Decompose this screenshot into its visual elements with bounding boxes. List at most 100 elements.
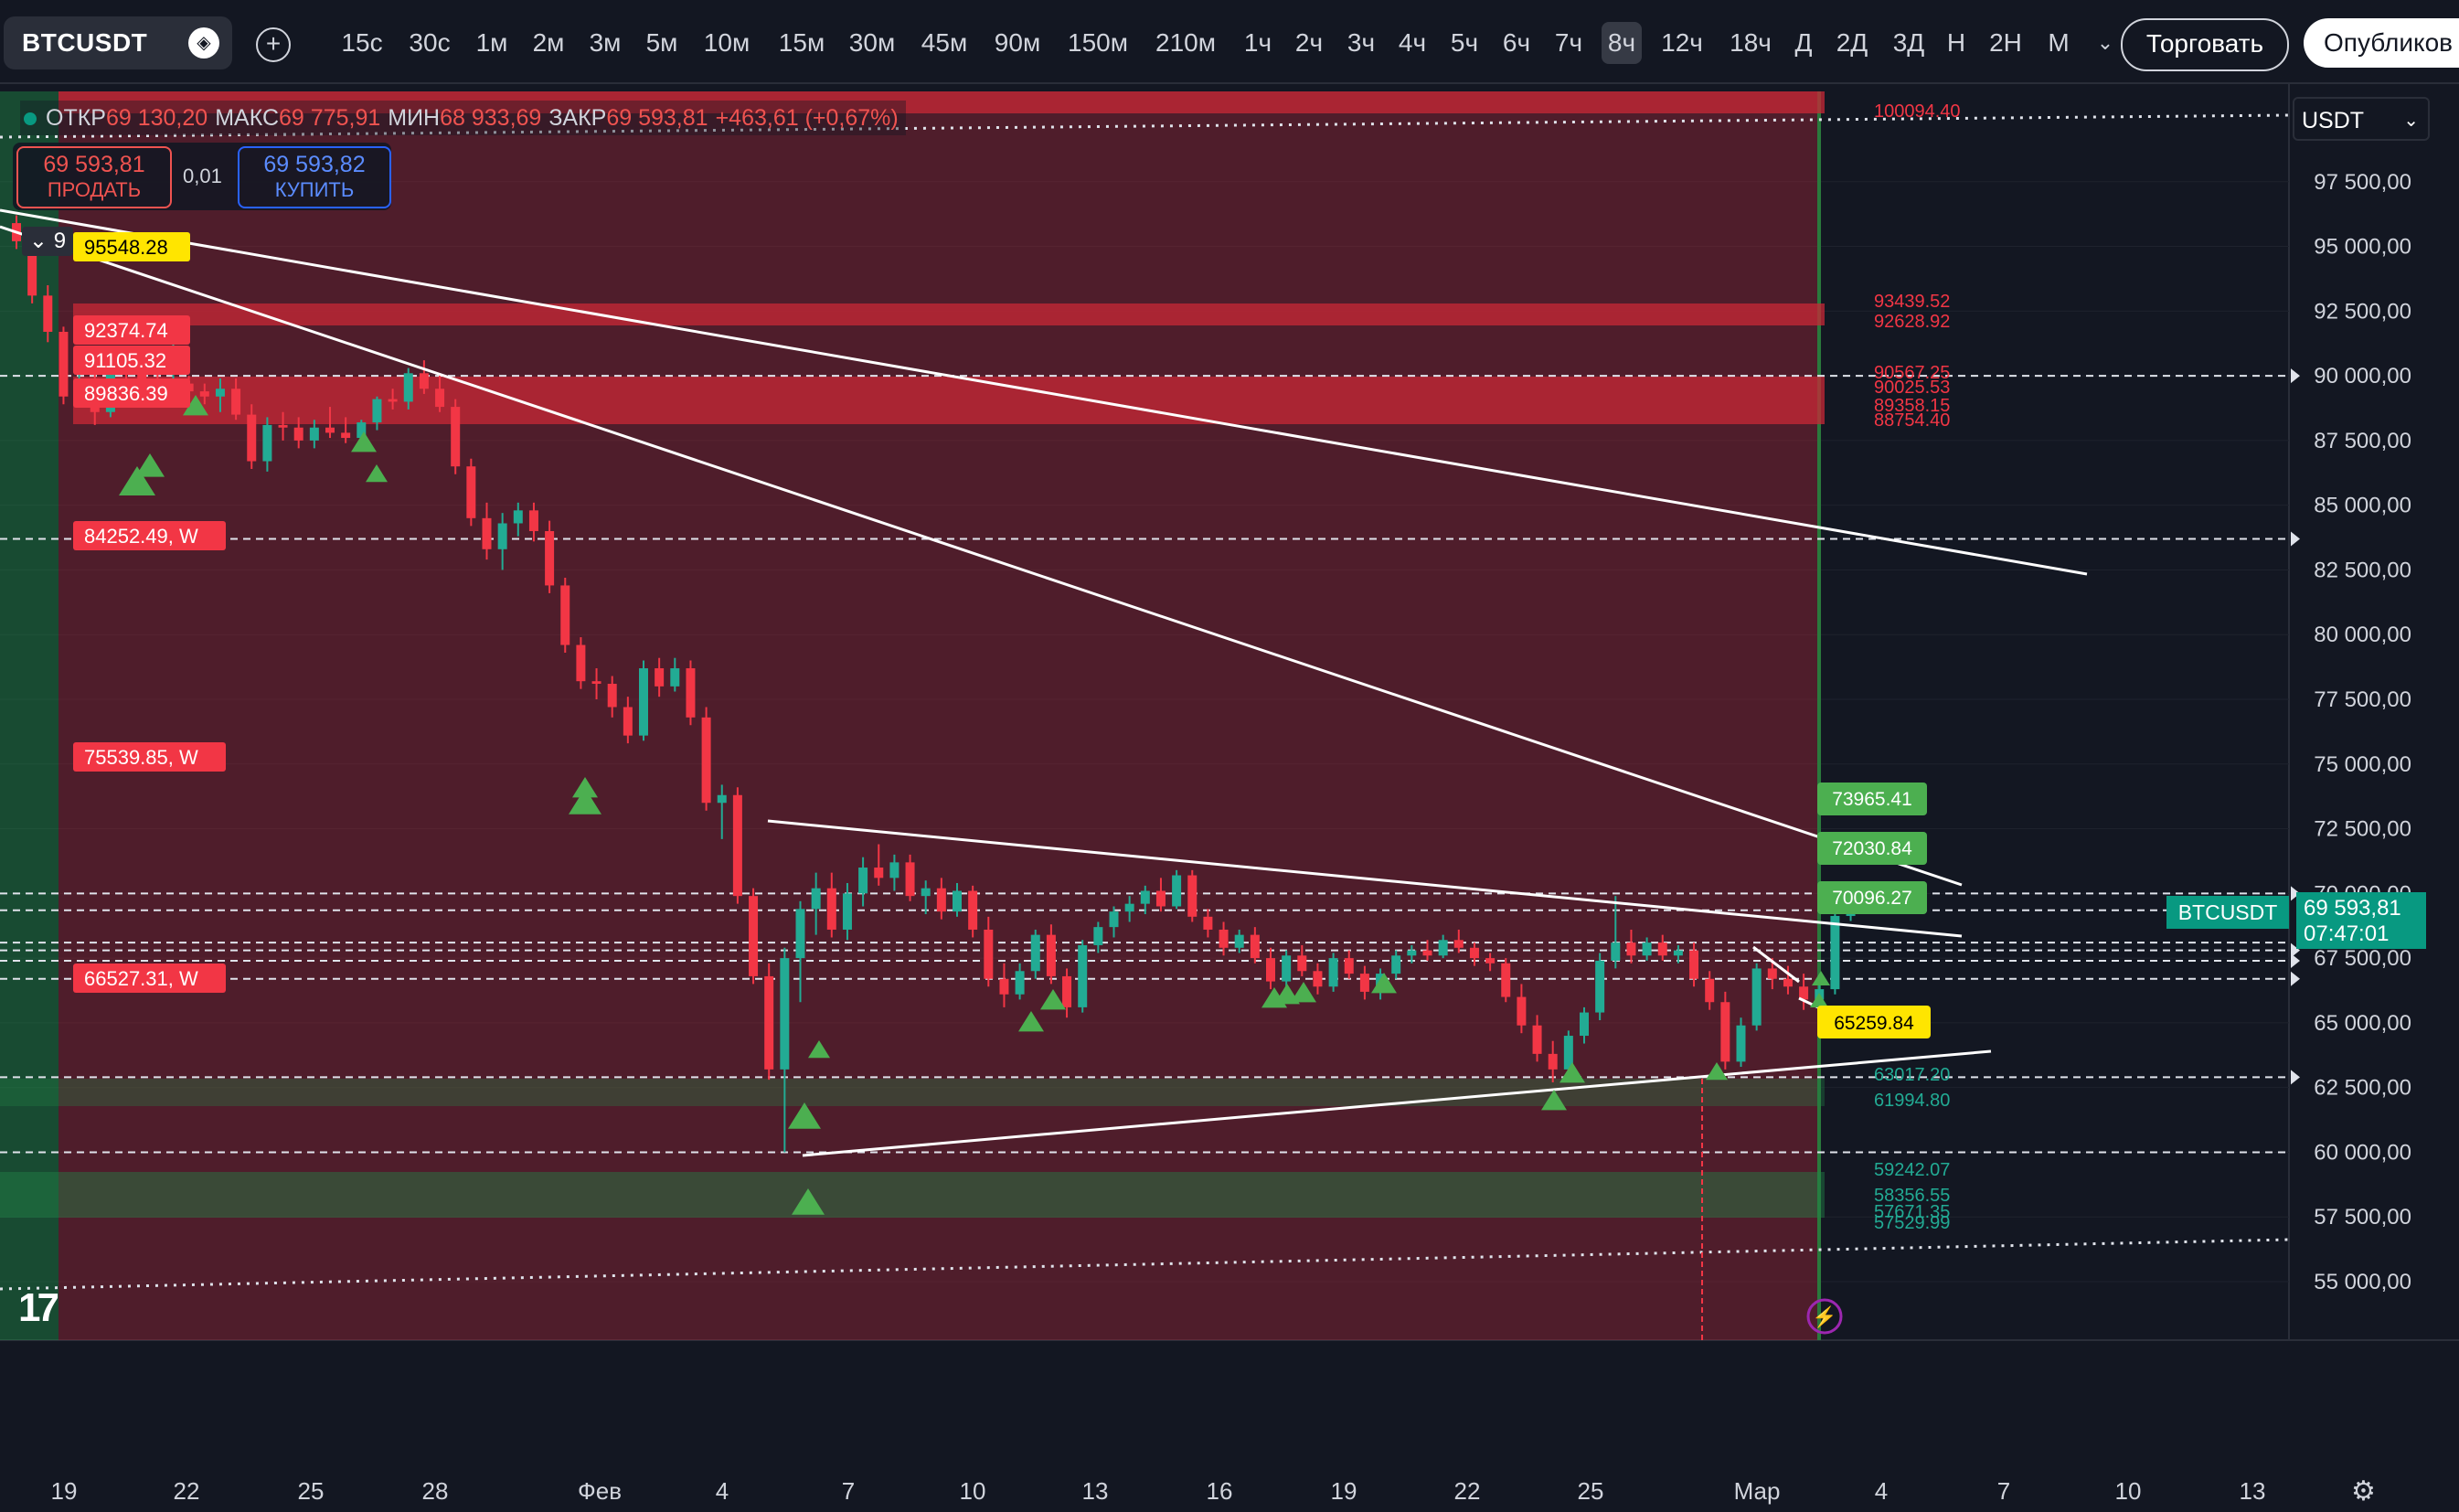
timeframe-button[interactable]: 15м [778,28,825,57]
candle-body[interactable] [811,888,821,910]
timeframe-button[interactable]: 30с [409,28,451,57]
candle-body[interactable] [686,668,696,718]
timeframe-button[interactable]: 15с [341,28,383,57]
candle-body[interactable] [1673,950,1683,956]
candle-body[interactable] [466,466,476,518]
candle-body[interactable] [388,399,398,402]
candle-body[interactable] [921,888,931,897]
candle-body[interactable] [1751,968,1762,1026]
publish-button[interactable]: Опубликов [2304,18,2459,68]
candle-body[interactable] [1642,942,1652,956]
timeframe-button[interactable]: 2м [532,28,565,57]
candle-body[interactable] [1657,942,1667,956]
settings-gear-icon[interactable]: ⚙ [2351,1476,2376,1507]
candle-body[interactable] [1046,934,1056,976]
candle-body[interactable] [591,681,601,685]
candle-body[interactable] [1030,934,1040,972]
candle-body[interactable] [1328,958,1338,987]
candle-body[interactable] [826,888,836,930]
candle-body[interactable] [639,668,648,736]
candle-body[interactable] [1705,978,1715,1003]
timeframe-button[interactable]: 3м [589,28,622,57]
candle-body[interactable] [419,373,429,389]
chart-canvas[interactable]: 95548.28 92374.74 91105.32 89836.39 84252.49… [0,84,2459,1512]
compare-add-icon[interactable]: + [256,27,291,62]
level-marker-icon[interactable] [2291,942,2300,958]
timeframe-button[interactable]: 2Д [1836,28,1868,57]
candle-body[interactable] [1422,950,1432,956]
candle-body[interactable] [842,893,852,930]
sell-button[interactable]: 69 593,81 ПРОДАТЬ [16,146,172,208]
candle-body[interactable] [215,389,225,397]
candle-body[interactable] [764,975,774,1070]
candle-body[interactable] [27,240,37,296]
candle-body[interactable] [655,668,665,687]
candle-body[interactable] [451,407,461,467]
candle-body[interactable] [1580,1012,1589,1037]
timeframe-button[interactable]: 6ч [1502,28,1531,57]
candle-body[interactable] [717,794,727,804]
candle-body[interactable] [1830,915,1840,990]
symbol-search-button[interactable]: BTCUSDT ◈ [4,16,232,69]
trend-line[interactable] [767,819,1963,938]
candle-body[interactable] [701,717,711,804]
level-marker-icon[interactable] [2291,886,2300,901]
candle-body[interactable] [1626,942,1636,956]
candle-body[interactable] [1611,942,1621,961]
trend-line[interactable] [802,1049,1992,1157]
candle-body[interactable] [1219,929,1229,948]
timeframe-button[interactable]: 7ч [1554,28,1583,57]
candle-body[interactable] [1155,890,1166,907]
candle-body[interactable] [1250,934,1260,959]
candle-body[interactable] [1344,958,1354,974]
candle-body[interactable] [497,523,507,549]
level-marker-icon[interactable] [2291,1070,2300,1085]
candle-body[interactable] [795,909,805,959]
candle-body[interactable] [341,432,351,439]
currency-select[interactable]: USDT ⌄ [2293,97,2430,141]
timeframe-button[interactable]: 4ч [1398,28,1427,57]
candle-body[interactable] [1140,890,1150,904]
candle-body[interactable] [513,510,523,524]
candle-body[interactable] [1093,927,1103,945]
candle-body[interactable] [1282,955,1292,982]
candle-body[interactable] [1078,944,1088,1007]
candle-body[interactable] [1062,975,1072,1007]
chevron-down-icon[interactable]: ⌄ [2096,31,2114,54]
candle-body[interactable] [278,424,288,428]
timeframe-button[interactable]: 12ч [1661,28,1703,57]
candle-body[interactable] [1453,940,1464,948]
indicators-collapse-toggle[interactable]: ⌄ 9 [22,227,73,256]
timeframe-button[interactable]: Д [1794,28,1813,57]
candle-body[interactable] [59,331,69,397]
candle-body[interactable] [309,427,319,441]
candle-body[interactable] [528,510,538,531]
candle-body[interactable] [1548,1053,1558,1070]
candle-body[interactable] [1297,955,1307,972]
candle-body[interactable] [137,373,147,381]
buy-button[interactable]: 69 593,82 КУПИТЬ [238,146,391,208]
alert-lightning-icon[interactable] [1806,1298,1843,1335]
candle-body[interactable] [1109,911,1119,928]
timeframe-button[interactable]: 5м [645,28,678,57]
candle-body[interactable] [732,794,742,897]
candle-body[interactable] [560,585,570,645]
timeframe-button[interactable]: 8ч [1602,22,1642,64]
candle-body[interactable] [858,868,868,894]
timeframe-button[interactable]: 90м [994,28,1041,57]
candle-body[interactable] [780,958,790,1070]
candle-body[interactable] [231,389,241,415]
candle-body[interactable] [1595,960,1605,1013]
candle-body[interactable] [670,668,680,687]
candle-body[interactable] [623,707,633,736]
candle-body[interactable] [1359,974,1369,992]
candle-body[interactable] [482,517,492,549]
candle-body[interactable] [1266,958,1275,982]
candle-body[interactable] [1172,875,1182,907]
candle-body[interactable] [1203,916,1213,930]
candle-body[interactable] [874,868,884,878]
candle-body[interactable] [1485,958,1496,964]
level-marker-icon[interactable] [2291,368,2300,384]
timeframe-button[interactable]: 2Н [1989,28,2022,57]
candle-body[interactable] [1783,978,1793,987]
